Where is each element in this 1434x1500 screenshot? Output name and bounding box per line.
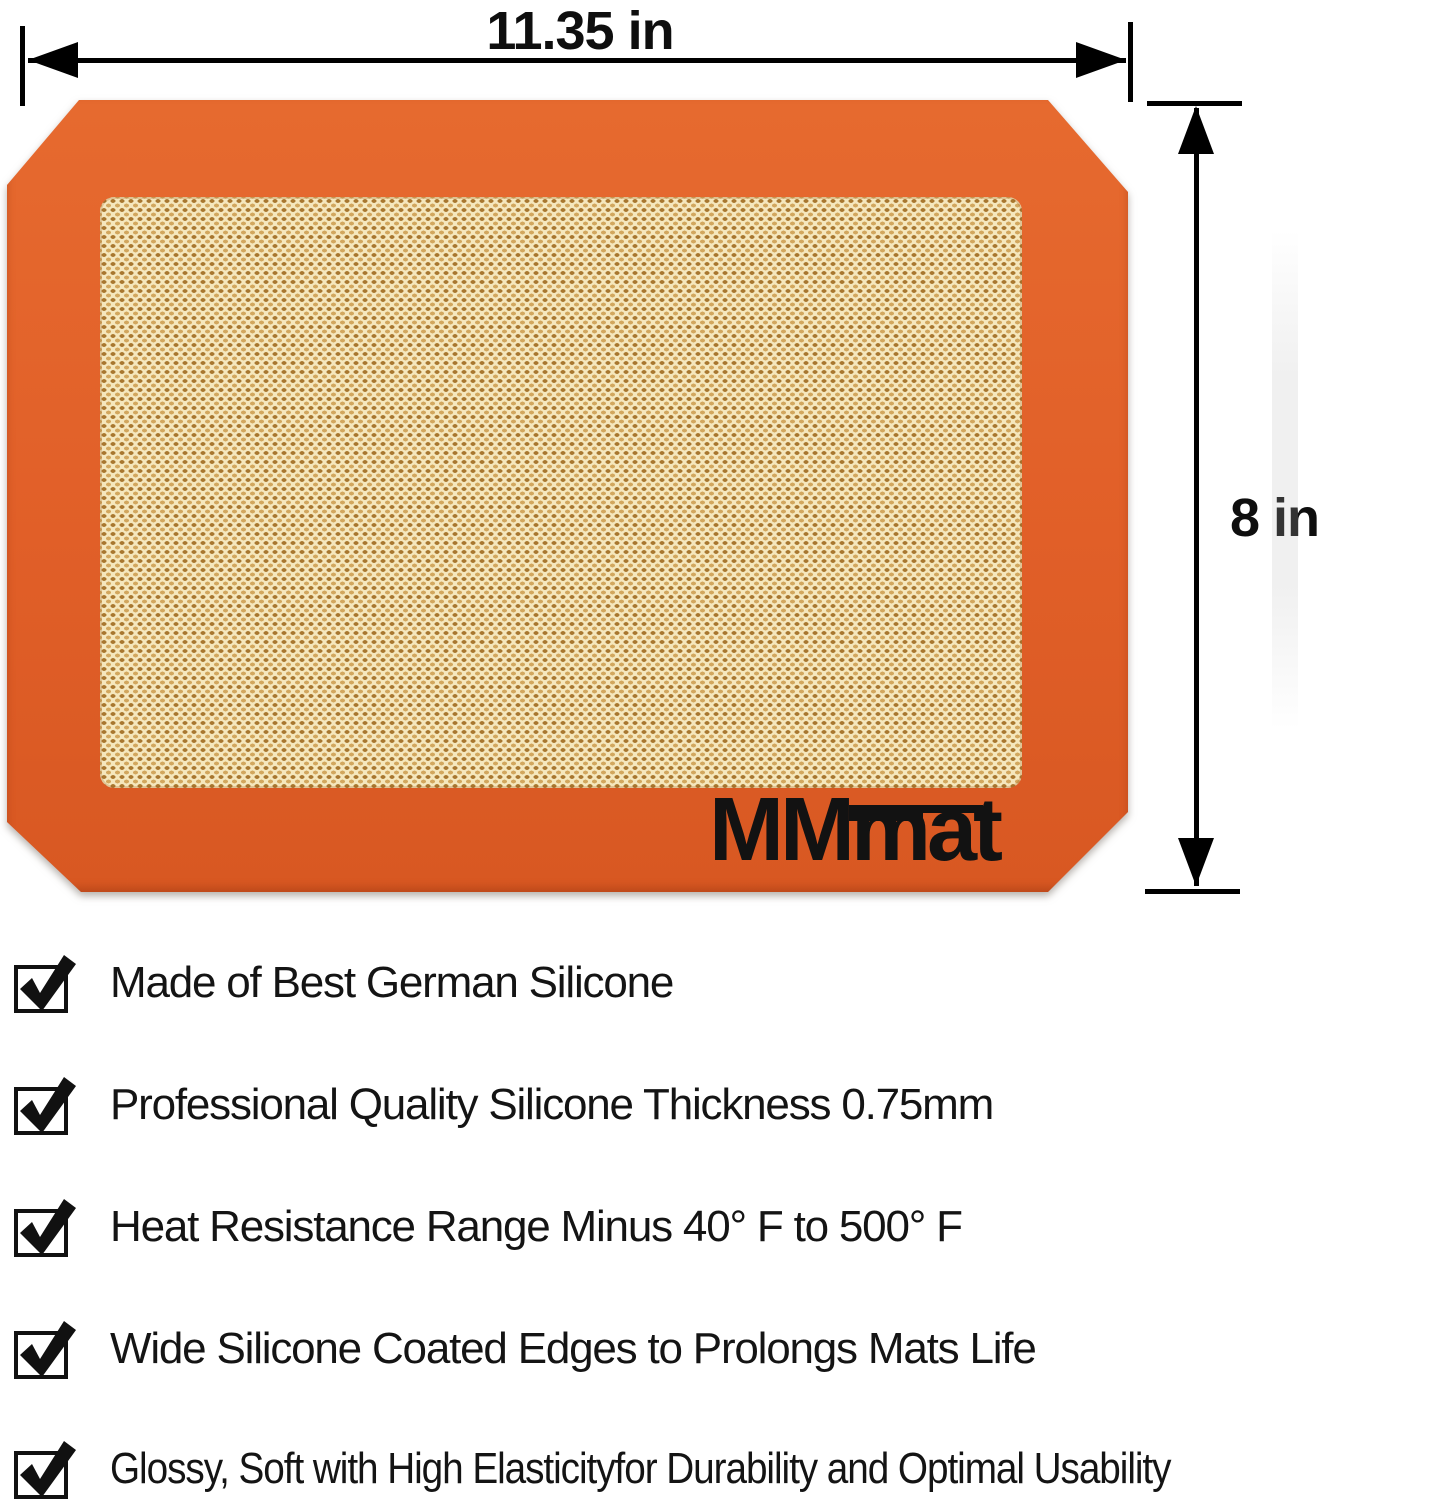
width-dimension-label: 11.35 in (486, 1, 674, 61)
feature-item: Made of Best German Silicone (10, 950, 674, 1016)
feature-item: Heat Resistance Range Minus 40° F to 500… (10, 1194, 963, 1260)
checkbox-check-icon (14, 1199, 76, 1257)
width-arrow-right-icon (1076, 42, 1126, 78)
height-arrow-down-icon (1178, 838, 1214, 886)
mat-silicone-border: MMmat (7, 100, 1128, 892)
feature-label: Wide Silicone Coated Edges to Prolongs M… (110, 1324, 1037, 1373)
feature-item: Wide Silicone Coated Edges to Prolongs M… (10, 1316, 1037, 1382)
feature-label: Glossy, Soft with High Elasticityfor Dur… (110, 1444, 1171, 1493)
brand-logo: MMmat (709, 785, 999, 875)
height-dimension-line (1194, 108, 1199, 886)
width-dimension-line (28, 58, 1126, 63)
background-shading (1272, 230, 1298, 730)
checkbox-check-icon (14, 1441, 76, 1499)
checkbox-check-icon (14, 955, 76, 1013)
feature-item: Professional Quality Silicone Thickness … (10, 1072, 994, 1138)
height-dimension-top-tick (1147, 101, 1242, 106)
checkbox-check-icon (14, 1321, 76, 1379)
feature-label: Made of Best German Silicone (110, 958, 674, 1007)
logo-overbar (849, 805, 983, 813)
feature-item: Glossy, Soft with High Elasticityfor Dur… (10, 1436, 1315, 1500)
height-dimension-bottom-tick (1145, 889, 1240, 894)
feature-label: Heat Resistance Range Minus 40° F to 500… (110, 1202, 963, 1251)
baking-mat: MMmat (7, 100, 1128, 892)
feature-label: Professional Quality Silicone Thickness … (110, 1080, 994, 1129)
width-dimension-left-tick (20, 26, 25, 106)
width-arrow-left-icon (28, 42, 78, 78)
width-dimension-right-tick (1128, 22, 1133, 102)
height-dimension-label: 8 in (1230, 488, 1320, 548)
brand-logo-text: MMmat (709, 780, 999, 880)
checkbox-check-icon (14, 1077, 76, 1135)
height-arrow-up-icon (1178, 106, 1214, 154)
mat-mesh-surface (100, 197, 1022, 788)
